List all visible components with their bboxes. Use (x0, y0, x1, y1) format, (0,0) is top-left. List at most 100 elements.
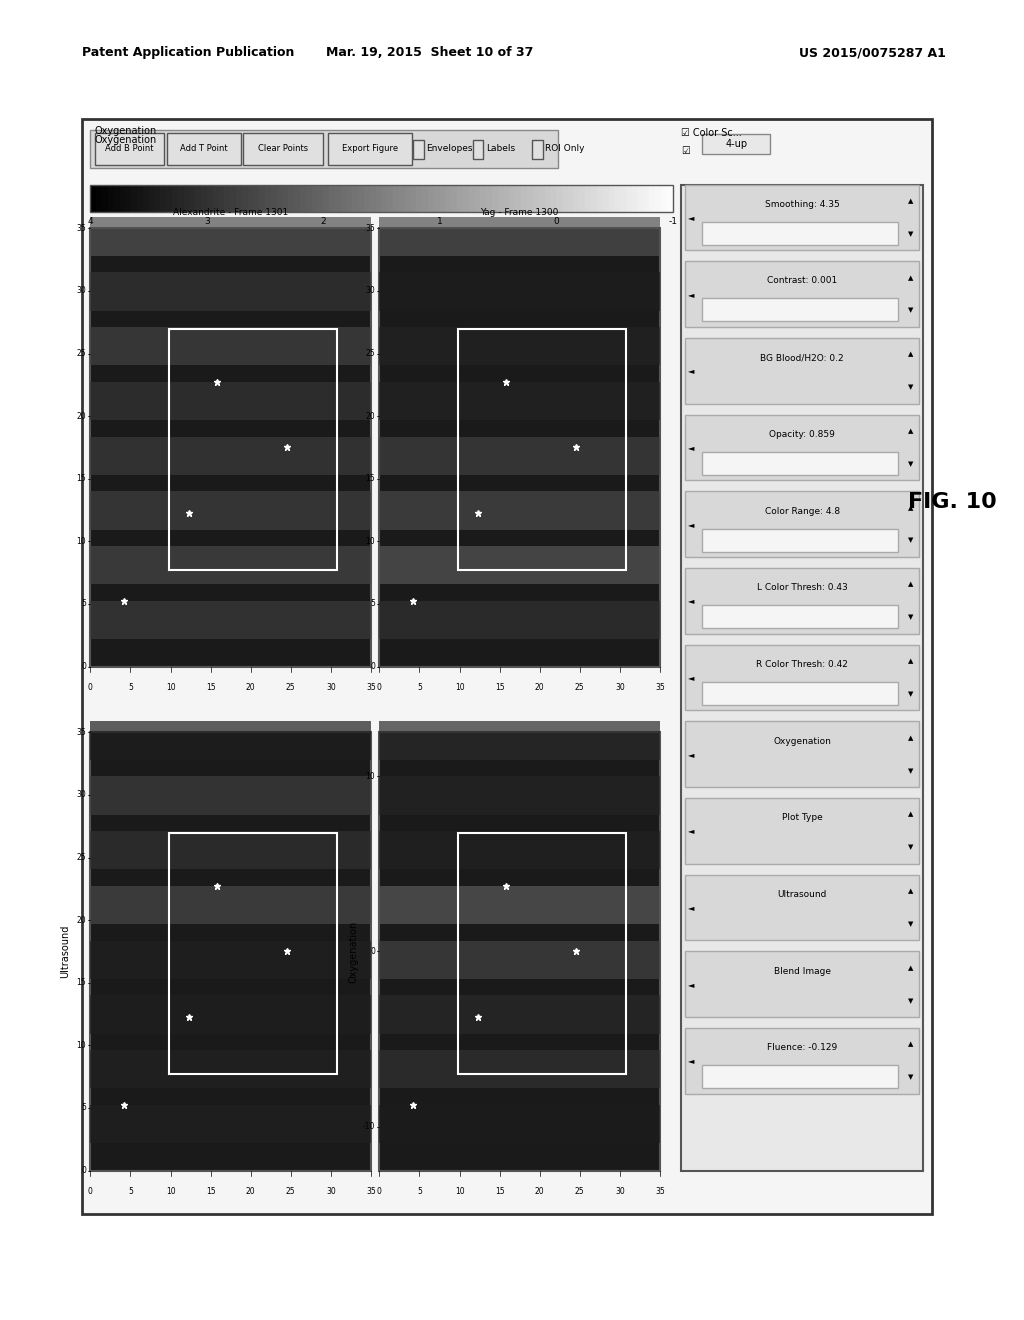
Bar (244, 133, 324, 165)
Bar (236, 185, 243, 213)
Bar (685, 261, 920, 327)
Bar (90, 722, 371, 760)
Text: ▲: ▲ (908, 735, 913, 741)
Bar (626, 185, 633, 213)
Text: 35: 35 (366, 1187, 376, 1196)
Bar (379, 327, 659, 366)
Bar (90, 218, 371, 256)
Bar (458, 329, 627, 570)
Bar (685, 799, 920, 863)
Bar (702, 606, 898, 628)
Text: L Color Thresh: 0.43: L Color Thresh: 0.43 (757, 583, 848, 593)
Bar (324, 185, 330, 213)
Bar (458, 833, 627, 1074)
Text: 15: 15 (77, 978, 86, 987)
Bar (172, 185, 178, 213)
Bar (417, 185, 423, 213)
Bar (207, 185, 214, 213)
Bar (532, 140, 543, 160)
Text: 30: 30 (615, 682, 625, 692)
Text: Yag - Frame 1300: Yag - Frame 1300 (480, 209, 559, 218)
Text: Oxygenation: Oxygenation (773, 737, 831, 746)
Text: 10: 10 (166, 682, 175, 692)
Bar (120, 185, 126, 213)
Text: R Color Thresh: 0.42: R Color Thresh: 0.42 (757, 660, 848, 669)
Bar (685, 568, 920, 634)
Text: 25: 25 (286, 1187, 296, 1196)
Bar (379, 491, 659, 529)
Text: 25: 25 (77, 853, 86, 862)
Bar (643, 185, 650, 213)
Bar (393, 185, 399, 213)
Bar (475, 185, 481, 213)
Bar (379, 940, 659, 979)
Bar (655, 185, 662, 213)
Bar (702, 222, 898, 244)
Text: ☑ Color Sc...: ☑ Color Sc... (681, 128, 741, 137)
Text: ▼: ▼ (908, 461, 913, 467)
Text: Opacity: 0.859: Opacity: 0.859 (769, 430, 836, 438)
Bar (379, 546, 659, 585)
Bar (457, 185, 464, 213)
Bar (166, 185, 173, 213)
Bar (218, 185, 225, 213)
Text: Export Figure: Export Figure (342, 144, 398, 153)
Bar (685, 952, 920, 1018)
Bar (294, 185, 301, 213)
Text: 10: 10 (77, 537, 86, 546)
Bar (382, 185, 388, 213)
Bar (346, 185, 353, 213)
Text: Contrast: 0.001: Contrast: 0.001 (767, 276, 838, 285)
Bar (90, 327, 371, 366)
Bar (404, 185, 412, 213)
Bar (271, 185, 278, 213)
Text: 0: 0 (377, 682, 382, 692)
Text: ▼: ▼ (908, 845, 913, 850)
Bar (681, 185, 924, 1171)
Text: 20: 20 (246, 1187, 256, 1196)
Bar (434, 185, 440, 213)
Text: 4: 4 (88, 218, 93, 227)
Text: Labels: Labels (485, 144, 515, 153)
Bar (178, 185, 184, 213)
Text: Alexandrite - Frame 1301: Alexandrite - Frame 1301 (173, 209, 289, 218)
Text: 30: 30 (366, 286, 375, 296)
Text: Envelopes: Envelopes (426, 144, 473, 153)
Text: 25: 25 (77, 348, 86, 358)
Bar (183, 185, 190, 213)
Bar (189, 185, 196, 213)
Bar (283, 185, 289, 213)
Bar (638, 185, 644, 213)
Text: 25: 25 (286, 682, 296, 692)
Bar (469, 185, 475, 213)
Bar (608, 185, 615, 213)
Bar (379, 272, 659, 310)
Bar (161, 185, 167, 213)
Text: 5: 5 (417, 1187, 422, 1196)
Bar (265, 185, 271, 213)
Bar (90, 381, 371, 420)
Bar (90, 832, 371, 870)
Text: 3: 3 (204, 218, 210, 227)
Text: ◄: ◄ (688, 520, 694, 529)
Text: Plot Type: Plot Type (782, 813, 822, 822)
Bar (702, 451, 898, 475)
Bar (428, 185, 435, 213)
Text: ▼: ▼ (908, 1074, 913, 1081)
Text: ◄: ◄ (688, 366, 694, 375)
Bar (379, 733, 659, 1171)
Bar (90, 1105, 371, 1143)
Bar (685, 1028, 920, 1094)
Bar (685, 644, 920, 710)
Text: 5: 5 (81, 599, 86, 609)
Bar (365, 185, 371, 213)
Bar (550, 185, 557, 213)
Text: Oxygenation: Oxygenation (94, 135, 157, 145)
Bar (702, 682, 898, 705)
Text: 0: 0 (81, 1166, 86, 1175)
Bar (167, 133, 241, 165)
Text: 30: 30 (615, 1187, 625, 1196)
Text: Color Range: 4.8: Color Range: 4.8 (765, 507, 840, 516)
Bar (521, 185, 528, 213)
Bar (667, 185, 674, 213)
